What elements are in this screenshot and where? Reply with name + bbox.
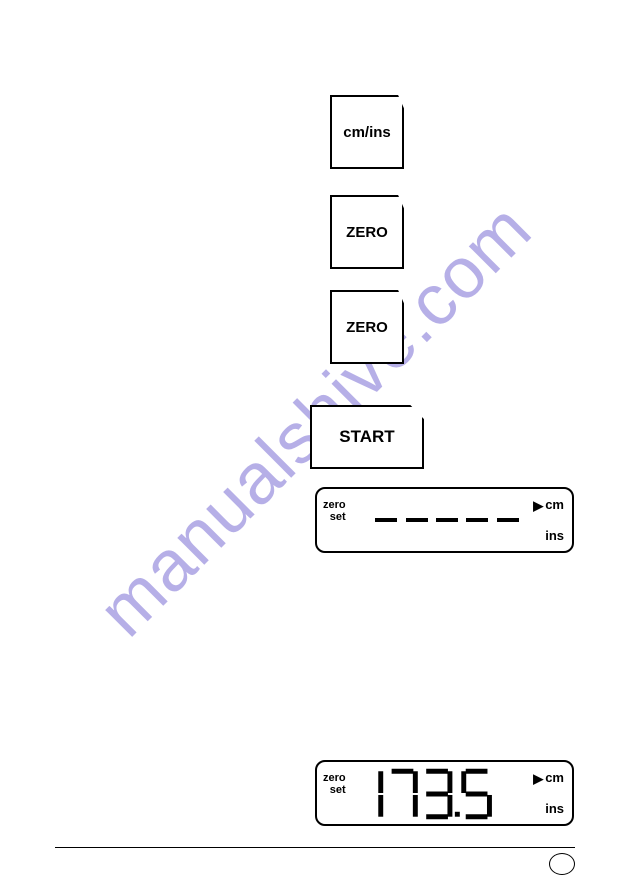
lcd-zero-set-label: zero set [323,499,346,523]
cm-ins-label: cm/ins [343,124,391,141]
unit-arrow-icon-2: ▶ [533,772,543,785]
lcd-ins-label-2: ins [545,801,564,816]
lcd-dash-row [367,489,527,551]
seven-segment-icon [359,764,527,822]
lcd-unit-labels-2: ▶ cm ins [545,762,564,824]
lcd-zero-label-2: zero [323,772,346,784]
lcd-dash [466,518,488,522]
page-number-circle [549,853,575,875]
lcd-display-dashes: zero set ▶ cm ins [315,487,574,553]
lcd-digit-readout [359,764,527,822]
lcd-cm-label: cm [545,497,564,512]
lcd-dash [406,518,428,522]
lcd-ins-label: ins [545,528,564,543]
lcd-zero-set-label-2: zero set [323,772,346,796]
lcd-display-value: zero set [315,760,574,826]
zero-label-2: ZERO [346,319,388,336]
zero-label-1: ZERO [346,224,388,241]
lcd-dash [375,518,397,522]
start-button[interactable]: START [310,405,424,469]
footer-divider [55,847,575,848]
lcd-set-label-2: set [323,784,346,796]
unit-arrow-icon: ▶ [533,499,543,512]
lcd-dash [497,518,519,522]
zero-button-2[interactable]: ZERO [330,290,404,364]
lcd-dash [436,518,458,522]
lcd-unit-labels: ▶ cm ins [545,489,564,551]
start-label: START [339,427,394,447]
lcd-cm-label-2: cm [545,770,564,785]
zero-button-1[interactable]: ZERO [330,195,404,269]
lcd-zero-label: zero [323,499,346,511]
cm-ins-button[interactable]: cm/ins [330,95,404,169]
lcd-set-label: set [323,511,346,523]
